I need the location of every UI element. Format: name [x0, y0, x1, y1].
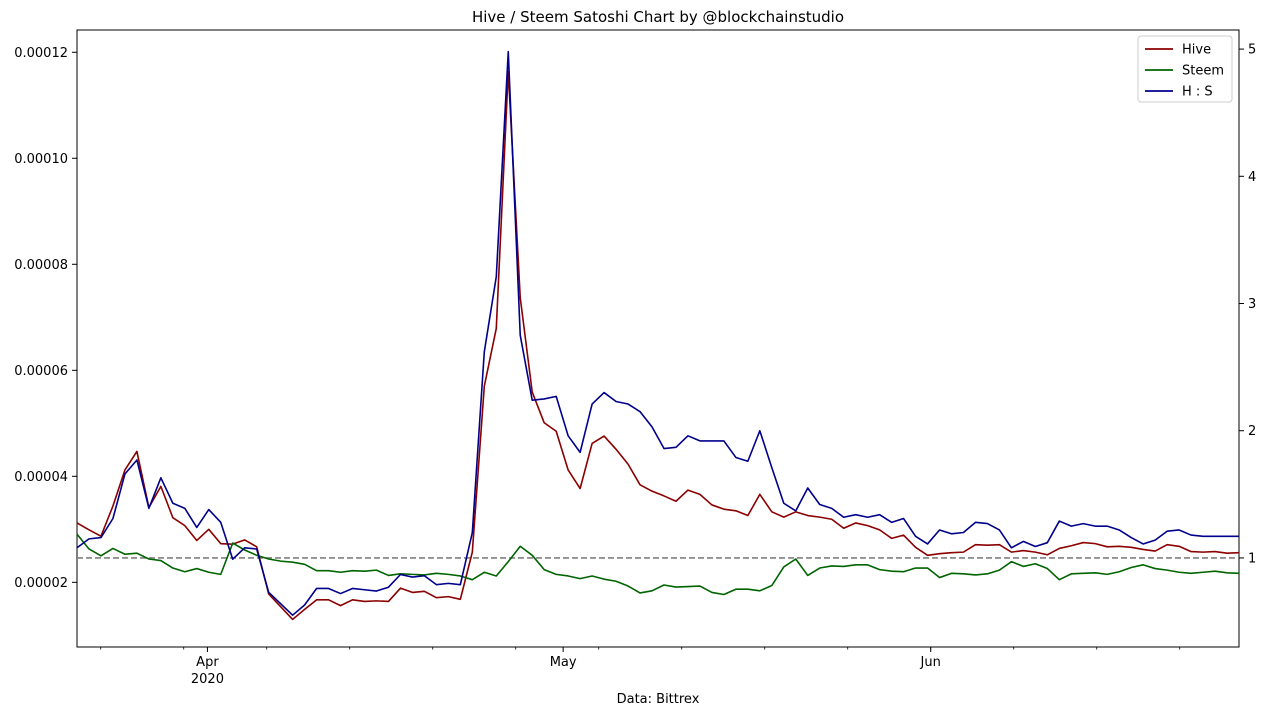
- right-y-tick-label: 3: [1248, 297, 1256, 312]
- legend-label: Hive: [1182, 43, 1211, 58]
- left-y-tick-label: 0.00006: [14, 364, 68, 379]
- left-y-tick-label: 0.00008: [14, 258, 68, 273]
- plot-frame: [76, 29, 1240, 648]
- series-line-hive: [76, 70, 1240, 621]
- series-line-steem: [76, 533, 1240, 596]
- legend-box: [1137, 35, 1233, 103]
- chart-title: Hive / Steem Satoshi Chart by @blockchai…: [472, 8, 844, 26]
- x-tick-label: May: [550, 655, 577, 670]
- x-tick-label: Apr: [196, 655, 219, 670]
- left-y-tick-label: 0.00004: [14, 470, 68, 485]
- right-y-tick-label: 2: [1248, 424, 1256, 439]
- x-tick-sublabel: 2020: [191, 672, 224, 687]
- legend-label: Steem: [1182, 64, 1224, 79]
- legend: Hive Steem H : S: [1137, 35, 1233, 103]
- legend-label: H : S: [1182, 85, 1213, 100]
- right-y-tick-label: 4: [1248, 170, 1256, 185]
- x-tick-label: Jun: [920, 655, 941, 670]
- left-y-tick-label: 0.00002: [14, 576, 68, 591]
- right-y-tick-label: 1: [1248, 551, 1256, 566]
- right-y-tick-label: 5: [1248, 43, 1256, 58]
- series-line-h-s: [76, 50, 1239, 617]
- x-axis-label: Data: Bittrex: [617, 692, 700, 707]
- left-y-tick-label: 0.00012: [14, 46, 68, 61]
- left-y-tick-label: 0.00010: [14, 152, 68, 167]
- plot-area: Apr 2020 May Jun 0.00002 0.00004 0.00006 0.0000…: [14, 29, 1256, 687]
